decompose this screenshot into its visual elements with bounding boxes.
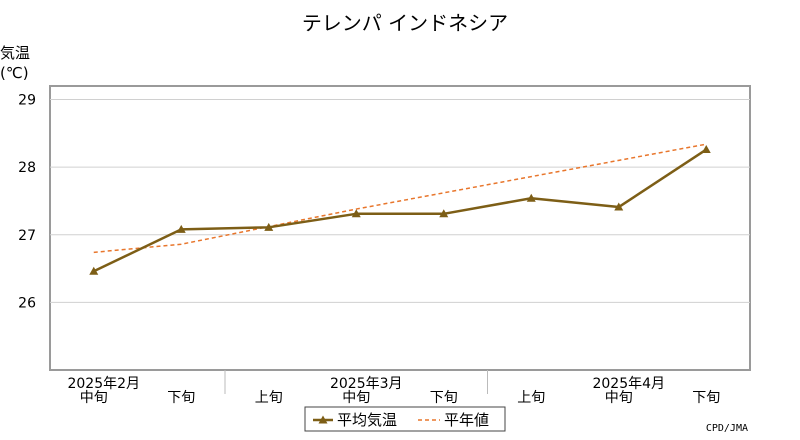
x-tick-label: 中旬	[605, 390, 633, 406]
x-tick-label: 下旬	[430, 390, 458, 406]
series-line-normal	[93, 143, 707, 254]
legend-item-normal: 平年値	[418, 411, 489, 429]
x-tick-label: 上旬	[255, 390, 283, 406]
x-month-label: 2025年3月	[330, 376, 403, 392]
y-ticks: 26 27 28 29	[18, 93, 36, 312]
y-tick-label-28: 28	[18, 160, 36, 176]
legend-item-average: 平均気温	[313, 411, 397, 429]
data-point-average	[439, 209, 449, 218]
x-tick-label: 中旬	[80, 390, 108, 406]
x-tick-label: 中旬	[342, 390, 370, 406]
x-tick-label: 下旬	[692, 390, 720, 406]
x-month-label: 2025年4月	[592, 376, 665, 392]
x-tick-label: 上旬	[517, 390, 545, 406]
series-line-average	[93, 148, 707, 273]
legend-label-average: 平均気温	[337, 411, 397, 429]
x-month-label: 2025年2月	[67, 376, 140, 392]
grid	[50, 99, 750, 303]
legend-label-normal: 平年値	[444, 411, 489, 429]
y-axis-label: 気温	[0, 44, 30, 62]
data-point-average	[526, 193, 536, 202]
x-ticks: 中旬 下旬 上旬 中旬 下旬 上旬 中旬 下旬 2025年2月 2025年3月 2025年4月	[67, 370, 720, 406]
y-tick-label-26: 26	[18, 295, 36, 311]
y-tick-label-29: 29	[18, 93, 36, 109]
series	[89, 143, 711, 275]
legend-box	[304, 406, 506, 432]
data-point-average	[351, 209, 361, 218]
credit-text: CPD/JMA	[706, 423, 748, 434]
data-point-average	[701, 145, 711, 154]
data-point-average	[264, 222, 274, 231]
chart-title: テレンパ インドネシア	[302, 11, 508, 35]
y-axis-unit: (℃)	[0, 64, 29, 82]
y-tick-label-27: 27	[18, 228, 36, 244]
x-tick-label: 下旬	[167, 390, 195, 406]
data-point-average	[176, 224, 186, 233]
data-point-average	[614, 202, 624, 211]
data-point-average	[89, 266, 99, 275]
plot-frame	[49, 85, 751, 371]
